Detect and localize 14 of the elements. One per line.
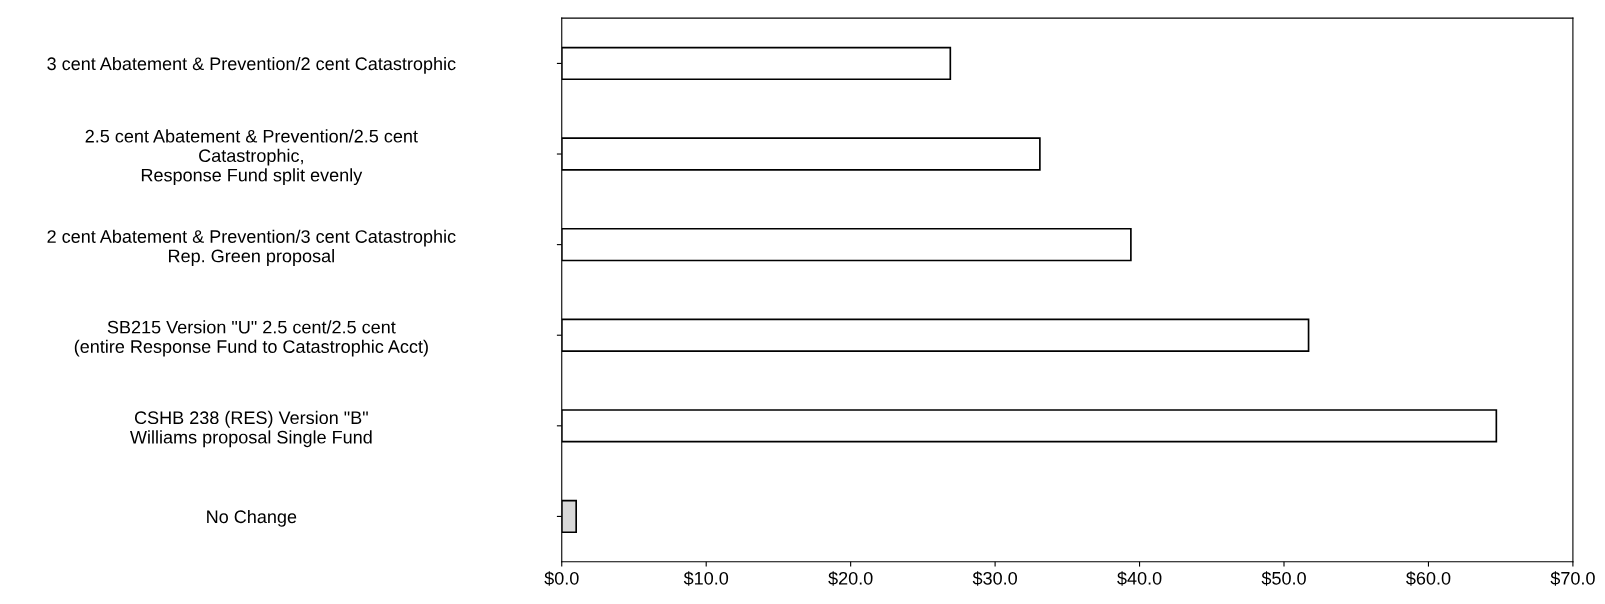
x-tick-label: $50.0 bbox=[1261, 571, 1306, 586]
x-tick-label: $20.0 bbox=[828, 571, 873, 586]
y-tick-label: 2.5 cent Abatement & Prevention/2.5 cent Catastrophic, Response Fund split evenly bbox=[85, 129, 418, 186]
y-tick-label: No Change bbox=[207, 509, 297, 527]
x-tick-label: $30.0 bbox=[972, 571, 1017, 586]
y-tick-label: SB215 Version "U" 2.5 cent/2.5 cent (entire Response Fund to Catastrophic Acct) bbox=[74, 320, 428, 357]
y-tick-label: 3 cent Abatement & Prevention/2 cent Catastrophic bbox=[47, 56, 456, 74]
x-tick-label: $60.0 bbox=[1406, 571, 1451, 586]
x-tick-label: $70.0 bbox=[1550, 571, 1595, 586]
y-tick-label: 2 cent Abatement & Prevention/3 cent Catastrophic Rep. Green proposal bbox=[47, 229, 456, 266]
x-tick-label: $0.0 bbox=[544, 571, 579, 586]
x-tick-label: $40.0 bbox=[1117, 571, 1162, 586]
y-tick-label: CSHB 238 (RES) Version "B" Williams proposal Single Fund bbox=[129, 410, 372, 448]
x-tick-label: $10.0 bbox=[683, 571, 729, 586]
